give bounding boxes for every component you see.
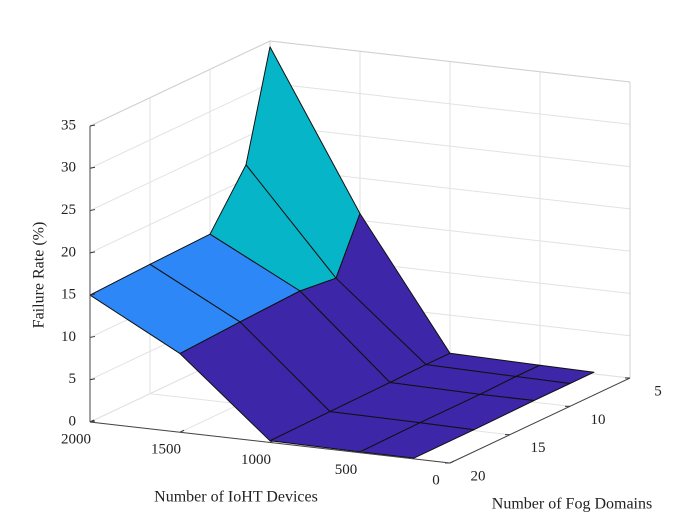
x-axis-label: Number of IoHT Devices xyxy=(154,489,318,506)
z-tick-label: 25 xyxy=(61,202,76,218)
tick-mark xyxy=(89,335,96,338)
z-tick-label: 5 xyxy=(69,371,77,387)
surface xyxy=(89,46,595,459)
axis-line xyxy=(449,377,631,464)
z-tick-label: 10 xyxy=(61,329,76,345)
surface-face xyxy=(359,422,475,459)
tick-mark xyxy=(89,166,96,169)
x-tick-label: 1500 xyxy=(151,442,181,458)
y-tick-label: 5 xyxy=(654,383,662,399)
tick-mark xyxy=(89,251,96,254)
x-tick-label: 500 xyxy=(335,462,358,478)
y-tick-label: 20 xyxy=(471,468,486,484)
y-axis-label: Number of Fog Domains xyxy=(492,496,652,513)
axes: 0 5 10 15 20 25 30 35 0 500 1000 1500 2000 5 10 15 20 xyxy=(61,117,662,488)
z-tick-label: 20 xyxy=(61,244,76,260)
box-edge xyxy=(269,40,631,83)
z-axis-label: Failure Rate (%) xyxy=(31,222,48,329)
x-tick-label: 0 xyxy=(432,472,440,488)
y-tick-label: 10 xyxy=(591,412,606,428)
axis-line xyxy=(89,421,451,464)
z-tick-label: 15 xyxy=(61,287,76,303)
tick-mark xyxy=(89,209,96,212)
tick-mark xyxy=(89,124,96,127)
tick-mark xyxy=(89,293,96,296)
tick-mark xyxy=(89,378,96,381)
z-tick-label: 0 xyxy=(69,413,77,429)
x-tick-label: 2000 xyxy=(61,431,91,447)
y-tick-label: 15 xyxy=(531,440,546,456)
box-edge xyxy=(89,40,271,127)
z-tick-label: 35 xyxy=(61,117,76,133)
z-tick-label: 30 xyxy=(61,160,76,176)
x-tick-label: 1000 xyxy=(241,452,271,468)
